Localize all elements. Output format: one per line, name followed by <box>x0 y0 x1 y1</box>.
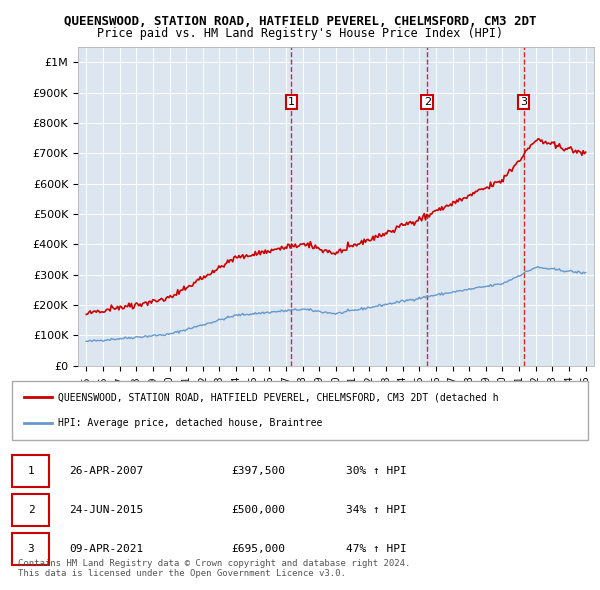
Text: HPI: Average price, detached house, Braintree: HPI: Average price, detached house, Brai… <box>58 418 322 428</box>
Text: 24-JUN-2015: 24-JUN-2015 <box>70 505 144 514</box>
Text: 1: 1 <box>288 97 295 107</box>
Text: 3: 3 <box>520 97 527 107</box>
Text: 2: 2 <box>424 97 431 107</box>
Text: 34% ↑ HPI: 34% ↑ HPI <box>346 505 407 514</box>
FancyBboxPatch shape <box>12 381 588 440</box>
FancyBboxPatch shape <box>12 494 49 526</box>
Text: 30% ↑ HPI: 30% ↑ HPI <box>346 466 407 476</box>
Text: QUEENSWOOD, STATION ROAD, HATFIELD PEVEREL, CHELMSFORD, CM3 2DT (detached h: QUEENSWOOD, STATION ROAD, HATFIELD PEVER… <box>58 392 499 402</box>
Text: Contains HM Land Registry data © Crown copyright and database right 2024.
This d: Contains HM Land Registry data © Crown c… <box>18 559 410 578</box>
Text: 09-APR-2021: 09-APR-2021 <box>70 544 144 553</box>
Text: QUEENSWOOD, STATION ROAD, HATFIELD PEVEREL, CHELMSFORD, CM3 2DT: QUEENSWOOD, STATION ROAD, HATFIELD PEVER… <box>64 15 536 28</box>
Text: 2: 2 <box>28 505 34 514</box>
Text: £500,000: £500,000 <box>231 505 285 514</box>
FancyBboxPatch shape <box>12 455 49 487</box>
Text: 47% ↑ HPI: 47% ↑ HPI <box>346 544 407 553</box>
Text: 3: 3 <box>28 544 34 553</box>
Text: £695,000: £695,000 <box>231 544 285 553</box>
Text: £397,500: £397,500 <box>231 466 285 476</box>
Text: 1: 1 <box>28 466 34 476</box>
Text: 26-APR-2007: 26-APR-2007 <box>70 466 144 476</box>
Text: Price paid vs. HM Land Registry's House Price Index (HPI): Price paid vs. HM Land Registry's House … <box>97 27 503 40</box>
FancyBboxPatch shape <box>12 533 49 565</box>
